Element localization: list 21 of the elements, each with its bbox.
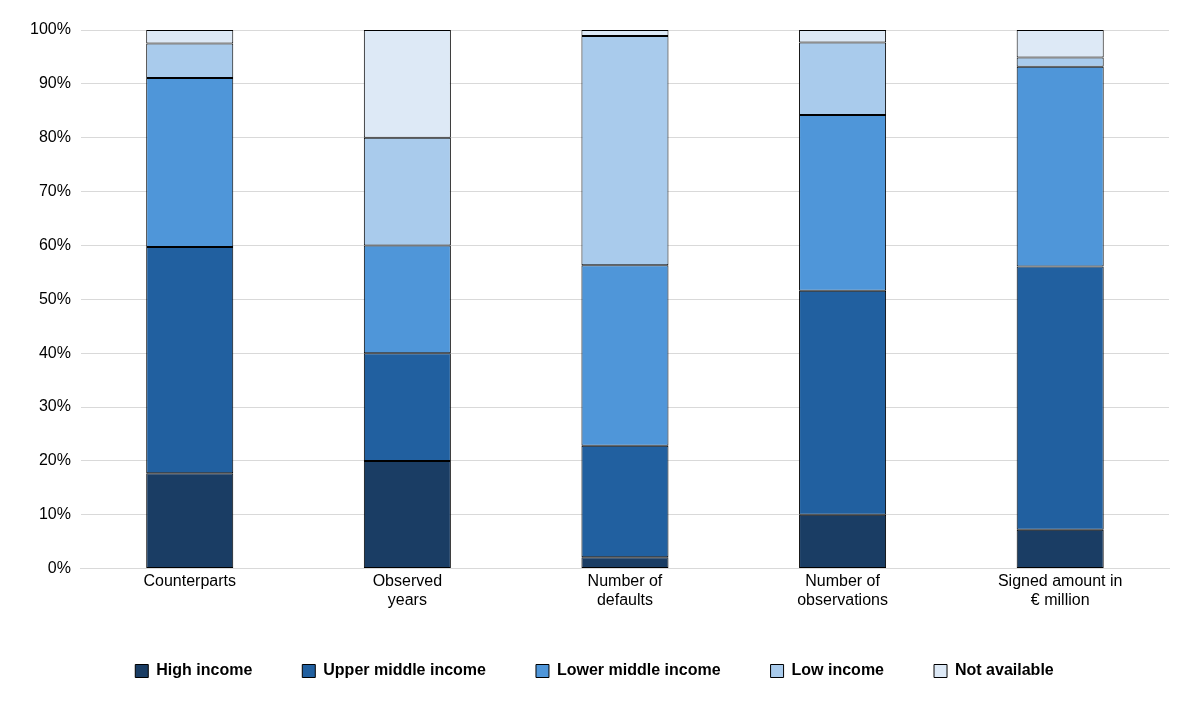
y-tick-label: 10%	[38, 505, 71, 523]
x-tick-label: Number of defaults	[587, 571, 663, 608]
x-tick-label: Number of observations	[797, 571, 888, 608]
x-tick-label: Observed years	[372, 571, 443, 608]
legend-label: Lower middle income	[556, 661, 721, 679]
y-tick-label: 100%	[30, 20, 71, 38]
y-tick-label: 90%	[38, 74, 71, 92]
y-tick-label: 80%	[38, 128, 71, 146]
y-tick-label: 50%	[38, 289, 71, 307]
y-tick-label: 0%	[47, 559, 71, 577]
x-tick-label: Counterparts	[143, 571, 236, 589]
y-tick-label: 70%	[38, 181, 71, 199]
legend-label: Low income	[791, 661, 885, 679]
legend-label: Not available	[955, 661, 1054, 679]
legend-label: High income	[156, 661, 253, 679]
y-tick-label: 60%	[38, 235, 71, 253]
y-tick-label: 20%	[38, 451, 71, 469]
legend-label: Upper middle income	[323, 661, 487, 679]
x-tick-label: Signed amount in € million	[997, 571, 1123, 608]
y-tick-label: 40%	[38, 343, 71, 361]
y-tick-label: 30%	[38, 397, 71, 415]
